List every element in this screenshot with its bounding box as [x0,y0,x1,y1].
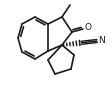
Text: N: N [97,37,104,46]
Text: O: O [84,23,91,33]
